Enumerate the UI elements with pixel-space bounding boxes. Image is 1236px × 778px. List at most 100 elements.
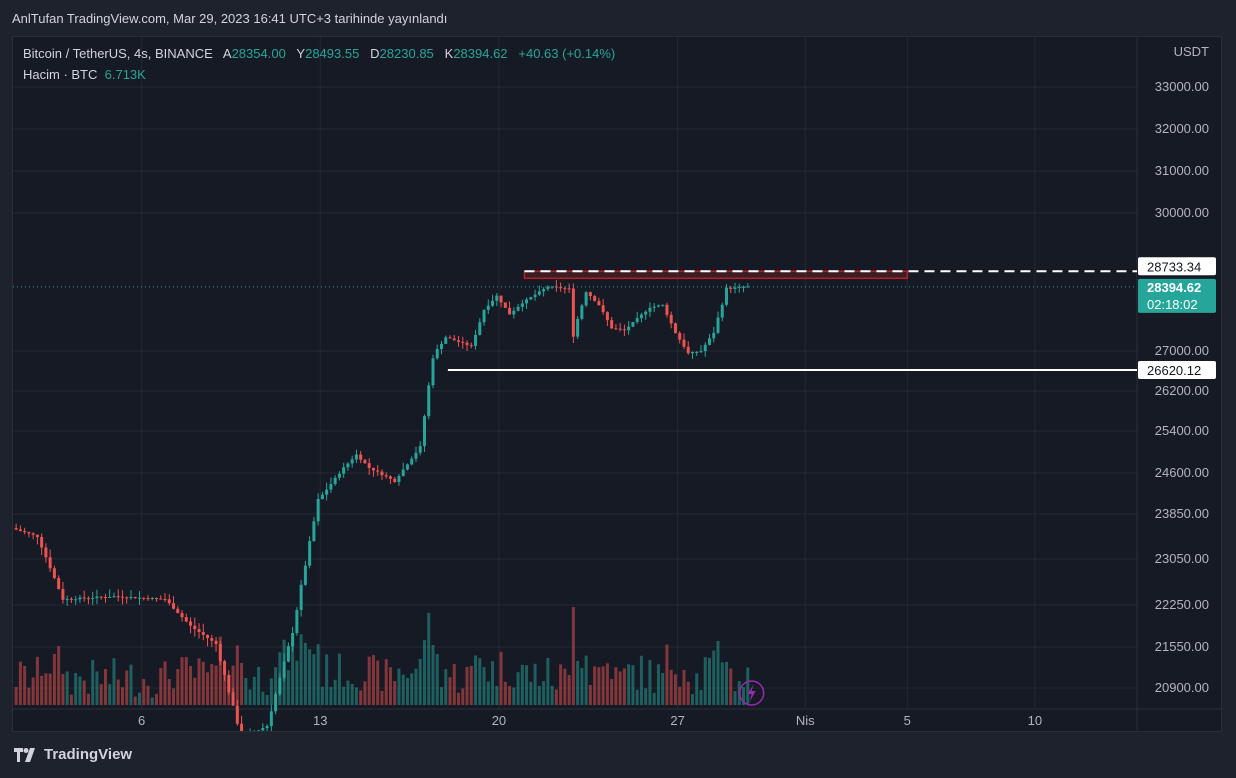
volume-bar bbox=[61, 673, 65, 705]
lightning-bolt-icon bbox=[747, 684, 756, 702]
volume-bar bbox=[580, 667, 584, 705]
volume-bar bbox=[397, 668, 401, 705]
candle-body bbox=[665, 304, 669, 315]
candle-body bbox=[495, 295, 499, 301]
volume-bar bbox=[48, 673, 52, 705]
candle-body bbox=[376, 470, 380, 472]
volume-bar bbox=[371, 655, 375, 705]
close-label: K bbox=[444, 46, 454, 61]
candle-body bbox=[673, 323, 677, 333]
currency-label: USDT bbox=[1174, 44, 1209, 59]
volume-bar bbox=[648, 659, 652, 705]
candle-body bbox=[172, 603, 176, 609]
candle-body bbox=[52, 568, 56, 579]
candle-body bbox=[516, 306, 520, 311]
volume-bar bbox=[457, 692, 461, 705]
candle-body bbox=[720, 304, 724, 318]
volume-bar bbox=[631, 665, 635, 705]
lightning-icon bbox=[738, 680, 765, 706]
open-label: A bbox=[222, 46, 232, 61]
candle-body bbox=[695, 351, 699, 353]
candle-body bbox=[703, 344, 707, 352]
symbol-title[interactable]: Bitcoin / TetherUS, 4s, BINANCE bbox=[23, 46, 213, 61]
volume-bar bbox=[405, 677, 409, 705]
x-tick-label: 10 bbox=[1028, 713, 1042, 728]
candle-body bbox=[240, 723, 244, 731]
volume-bar bbox=[529, 681, 533, 705]
volume-bar bbox=[716, 640, 720, 705]
symbol-legend: Bitcoin / TetherUS, 4s, BINANCE A28354.0… bbox=[23, 46, 615, 61]
volume-bar bbox=[214, 665, 218, 705]
candle-body bbox=[542, 289, 546, 292]
volume-bar bbox=[346, 680, 350, 705]
candle-body bbox=[708, 338, 711, 345]
volume-bar bbox=[231, 665, 235, 705]
volume-bar bbox=[133, 696, 137, 705]
candle-body bbox=[367, 463, 371, 468]
volume-bar bbox=[155, 693, 158, 705]
publish-header: AnlTufan TradingView.com, Mar 29, 2023 1… bbox=[12, 11, 448, 26]
volume-bar bbox=[95, 671, 99, 705]
candle-body bbox=[533, 294, 537, 298]
volume-bar bbox=[682, 669, 686, 705]
candle-body bbox=[635, 318, 639, 322]
volume-bar bbox=[576, 660, 580, 705]
candle-body bbox=[74, 599, 78, 601]
support-price-label-bg bbox=[1138, 360, 1216, 379]
candle-body bbox=[435, 349, 439, 359]
candle-body bbox=[78, 597, 82, 600]
volume-label[interactable]: Hacim · BTC bbox=[23, 67, 98, 82]
volume-bar bbox=[393, 681, 397, 705]
tradingview-logo[interactable]: TradingView bbox=[14, 746, 132, 763]
volume-bar bbox=[167, 679, 171, 705]
volume-bar bbox=[554, 689, 558, 705]
volume-bar bbox=[82, 680, 86, 705]
volume-bar bbox=[440, 687, 443, 705]
candle-body bbox=[176, 608, 180, 614]
candle-body bbox=[193, 625, 197, 630]
candle-body bbox=[648, 307, 652, 312]
candle-body bbox=[737, 286, 741, 288]
volume-bar bbox=[146, 685, 150, 705]
candle-body bbox=[554, 286, 558, 288]
candle-body bbox=[580, 305, 584, 319]
candle-body bbox=[682, 339, 686, 347]
y-tick-label: 25400.00 bbox=[1155, 423, 1209, 438]
candle-body bbox=[57, 578, 61, 590]
volume-bar bbox=[465, 666, 469, 705]
volume-bar bbox=[414, 668, 418, 705]
candle-body bbox=[303, 565, 307, 585]
volume-bar bbox=[329, 687, 333, 705]
volume-bar bbox=[614, 667, 618, 705]
y-tick-label: 30000.00 bbox=[1155, 205, 1209, 220]
candle-body bbox=[295, 610, 299, 634]
volume-bar bbox=[112, 658, 116, 705]
candle-body bbox=[661, 304, 665, 306]
volume-bar bbox=[180, 657, 184, 705]
volume-bar bbox=[261, 691, 265, 705]
volume-bar bbox=[325, 654, 329, 705]
volume-bar bbox=[125, 670, 129, 705]
candle-body bbox=[333, 477, 337, 485]
candle-body bbox=[491, 300, 495, 306]
volume-bar bbox=[265, 695, 269, 705]
candle-body bbox=[329, 484, 333, 490]
volume-bar bbox=[257, 666, 261, 705]
candle-body bbox=[150, 598, 154, 600]
candle-body bbox=[206, 634, 210, 639]
volume-bar bbox=[733, 691, 737, 705]
candle-body bbox=[61, 589, 65, 600]
volume-bar bbox=[337, 653, 341, 705]
volume-bar bbox=[23, 666, 27, 705]
volume-bar bbox=[508, 686, 512, 705]
volume-bar bbox=[444, 669, 448, 705]
volume-bar bbox=[52, 653, 56, 705]
price-chart[interactable]: 33000.00 32000.00 31000.00 30000.00 27000.00… bbox=[13, 37, 1221, 731]
candle-body bbox=[27, 532, 31, 534]
chart-panel[interactable]: 33000.00 32000.00 31000.00 30000.00 27000.00… bbox=[12, 36, 1222, 732]
candle-body bbox=[291, 633, 295, 647]
volume-bar bbox=[218, 636, 222, 705]
volume-bar bbox=[584, 655, 588, 705]
candle-body bbox=[563, 288, 567, 290]
volume-bar bbox=[695, 673, 699, 705]
